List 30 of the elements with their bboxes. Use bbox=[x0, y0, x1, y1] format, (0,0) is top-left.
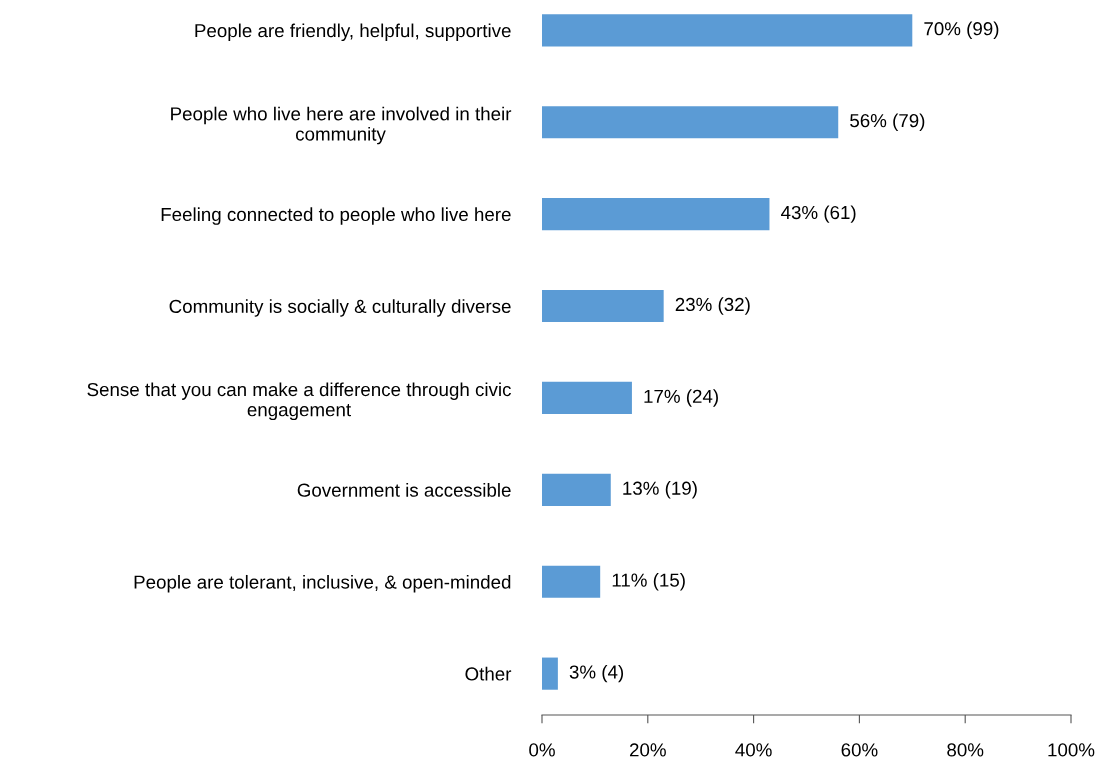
y-tick-label: Government is accessible bbox=[297, 483, 511, 497]
x-tick-label: 0% bbox=[529, 743, 555, 757]
x-tick-label: 80% bbox=[947, 743, 984, 757]
bar bbox=[542, 106, 839, 139]
bar bbox=[542, 565, 601, 598]
x-tick-label: 20% bbox=[629, 743, 666, 757]
y-tick-label: People are tolerant, inclusive, & open-minded bbox=[134, 574, 511, 593]
y-tick-label: People who live here are involved in their community bbox=[171, 106, 512, 145]
bar bbox=[542, 381, 632, 415]
bar bbox=[542, 14, 913, 47]
bar bbox=[542, 289, 664, 323]
data-label: 17% (24) bbox=[644, 389, 718, 407]
data-label: 43% (61) bbox=[781, 205, 856, 223]
bar bbox=[542, 198, 770, 231]
y-tick-label: Feeling connected to people who live here bbox=[161, 207, 511, 225]
y-tick-label: Sense that you can make a difference through civic engagement bbox=[87, 382, 511, 421]
data-label: 3% (4) bbox=[569, 664, 624, 683]
bar bbox=[542, 473, 611, 506]
data-label: 70% (99) bbox=[924, 21, 999, 40]
y-tick-label: People are friendly, helpful, supportive bbox=[195, 23, 511, 42]
y-tick-label: Other bbox=[465, 666, 512, 681]
data-label: 13% (19) bbox=[623, 481, 697, 499]
x-tick-label: 40% bbox=[735, 743, 772, 757]
data-label: 56% (79) bbox=[850, 113, 925, 131]
x-tick-label: 100% bbox=[1048, 743, 1095, 757]
y-tick-label: Community is socially & culturally diverse bbox=[169, 299, 511, 317]
data-label: 23% (32) bbox=[675, 297, 750, 315]
bar bbox=[542, 657, 558, 690]
data-label: 11% (15) bbox=[612, 573, 685, 591]
x-tick-label: 60% bbox=[841, 743, 878, 757]
